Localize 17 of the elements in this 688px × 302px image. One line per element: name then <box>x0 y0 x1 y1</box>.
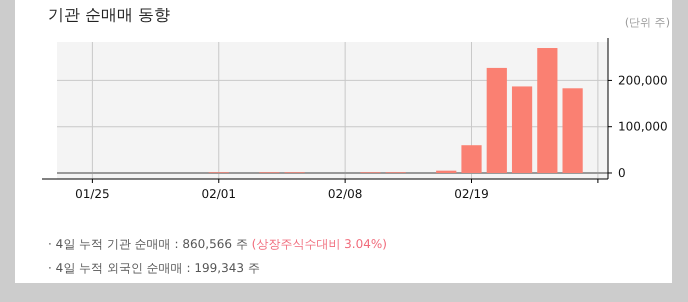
text: · 4일 누적 기관 순매매 : 860,566 주 <box>48 237 252 251</box>
bar <box>486 68 507 173</box>
text: · 4일 누적 외국인 순매매 : 199,343 주 <box>48 261 260 275</box>
x-tick-label: 01/25 <box>75 187 110 201</box>
bar <box>512 86 532 173</box>
y-tick-label: 100,000 <box>618 120 668 134</box>
bar <box>461 145 482 173</box>
x-tick-label: 02/19 <box>454 187 489 201</box>
chart-title: 기관 순매매 동향 <box>48 5 170 24</box>
text: (상장주식수대비 3.04%) <box>252 237 387 251</box>
x-tick-label: 02/08 <box>328 187 362 201</box>
y-tick-label: 200,000 <box>618 73 668 88</box>
bar <box>562 88 583 173</box>
x-tick-label: 02/01 <box>201 187 236 201</box>
y-tick-label: 0 <box>618 166 626 180</box>
text: (단위 주) <box>624 16 670 29</box>
bar <box>537 48 558 173</box>
